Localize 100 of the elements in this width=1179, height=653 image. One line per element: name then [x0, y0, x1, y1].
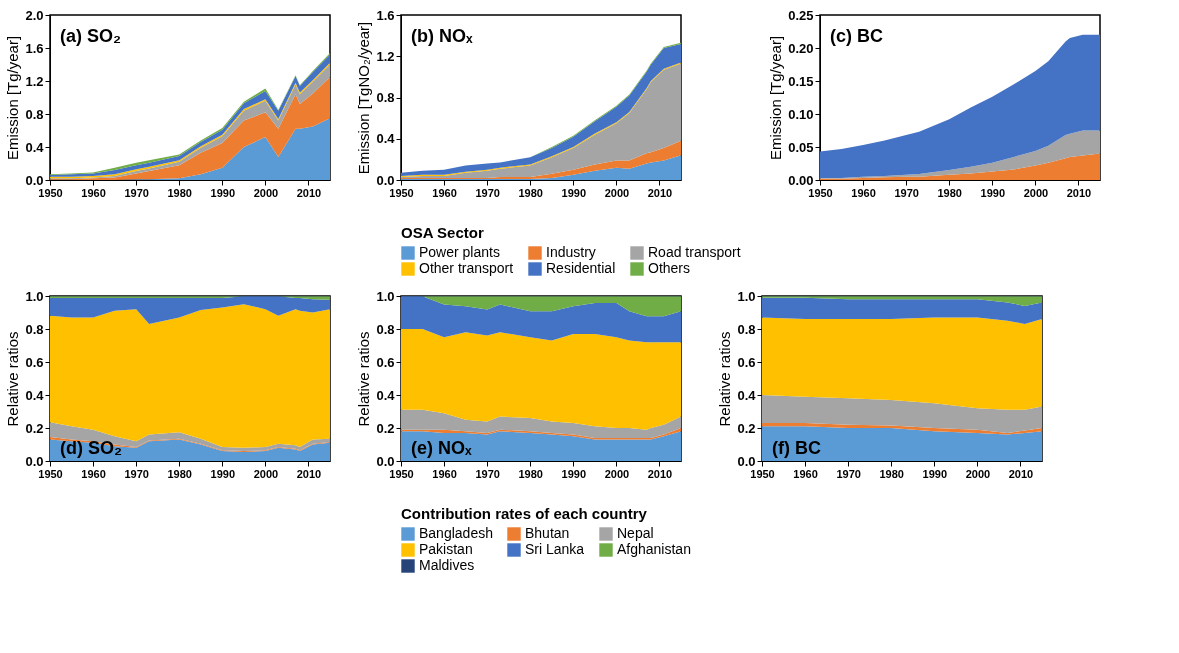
y-axis-title: Relative ratios [4, 331, 22, 427]
x-tick-label: 2000 [965, 467, 991, 480]
x-tick-label: 2000 [253, 467, 279, 480]
y-tick-label: 0.8 [376, 321, 395, 337]
y-tick-label: 0.6 [737, 354, 756, 370]
x-tick-label: 1990 [210, 467, 236, 480]
x-tick-label: 1990 [561, 186, 587, 199]
x-tick-label: 1960 [81, 186, 106, 199]
y-tick-label: 0.0 [376, 453, 395, 469]
x-tick-label: 1960 [81, 467, 106, 480]
y-tick-label: 0.0 [25, 453, 44, 469]
y-tick-label: 0.0 [376, 172, 395, 188]
legend-label: Others [648, 260, 691, 276]
x-tick-label: 1970 [475, 186, 500, 199]
x-tick-label: 2010 [296, 186, 322, 199]
legend-label: Road transport [648, 244, 741, 260]
legend-title: Contribution rates of each country [401, 505, 648, 522]
y-tick-label: 0.2 [737, 420, 756, 436]
x-tick-label: 2000 [604, 186, 630, 199]
legend-label: Industry [546, 244, 596, 260]
y-axis-title: Relative ratios [716, 331, 734, 427]
x-tick-label: 1980 [937, 186, 962, 199]
annotation: (c) BC [830, 26, 883, 46]
y-tick-label: 0.4 [376, 387, 396, 403]
y-tick-label: 0.2 [25, 420, 44, 436]
x-tick-label: 1990 [561, 467, 587, 480]
y-tick-label: 0.4 [376, 131, 396, 147]
y-tick-label: 0.10 [788, 106, 814, 122]
y-tick-label: 0.4 [25, 139, 45, 155]
x-tick-label: 2000 [604, 467, 630, 480]
x-tick-label: 2010 [647, 467, 673, 480]
y-axis-title: Emission [TgNO₂/year] [355, 21, 373, 175]
x-tick-label: 1960 [432, 186, 457, 199]
y-tick-label: 0.15 [788, 73, 814, 89]
x-tick-label: 1990 [980, 186, 1006, 199]
legend-label: Bangladesh [419, 525, 493, 541]
legend-label: Pakistan [419, 541, 473, 557]
annotation: (e) NOₓ [411, 438, 472, 458]
x-tick-label: 1950 [38, 467, 63, 480]
x-tick-label: 2010 [296, 467, 322, 480]
legend-title: OSA Sector [401, 224, 484, 241]
legend-label: Power plants [419, 244, 500, 260]
y-tick-label: 0.00 [788, 172, 814, 188]
y-axis-title: Emission [Tg/year] [4, 35, 22, 161]
x-tick-label: 1980 [879, 467, 904, 480]
x-tick-label: 1990 [922, 467, 948, 480]
legend-label: Other transport [419, 260, 514, 276]
legend-label: Maldives [419, 557, 475, 573]
y-tick-label: 0.0 [25, 172, 44, 188]
y-tick-label: 0.0 [737, 453, 756, 469]
x-tick-label: 2010 [1066, 186, 1092, 199]
y-axis-title: Relative ratios [355, 331, 373, 427]
y-axis-title: Emission [Tg/year] [767, 35, 785, 161]
legend-label: Residential [546, 260, 616, 276]
y-tick-label: 1.0 [25, 288, 44, 304]
x-tick-label: 2000 [253, 186, 279, 199]
x-tick-label: 2010 [647, 186, 673, 199]
x-tick-label: 1970 [124, 467, 149, 480]
y-tick-label: 0.8 [25, 321, 44, 337]
annotation: (b) NOₓ [411, 26, 473, 46]
x-tick-label: 1980 [167, 186, 192, 199]
y-tick-label: 0.2 [376, 420, 395, 436]
x-tick-label: 1980 [518, 186, 543, 199]
legend-label: Sri Lanka [525, 541, 585, 557]
x-tick-label: 1970 [836, 467, 861, 480]
annotation: (d) SO₂ [60, 438, 122, 458]
x-tick-label: 1990 [210, 186, 236, 199]
y-tick-label: 0.4 [25, 387, 45, 403]
y-tick-label: 1.0 [376, 288, 395, 304]
x-tick-label: 1970 [124, 186, 149, 199]
x-tick-label: 1950 [750, 467, 775, 480]
x-tick-label: 1970 [894, 186, 919, 199]
y-tick-label: 0.05 [788, 139, 814, 155]
x-tick-label: 1950 [38, 186, 63, 199]
x-tick-label: 1950 [808, 186, 833, 199]
x-tick-label: 1950 [389, 467, 414, 480]
x-tick-label: 2010 [1008, 467, 1034, 480]
x-tick-label: 1970 [475, 467, 500, 480]
y-tick-label: 0.4 [737, 387, 757, 403]
y-tick-label: 1.2 [376, 48, 395, 64]
legend-label: Bhutan [525, 525, 570, 541]
legend-label: Nepal [617, 525, 654, 541]
y-tick-label: 1.6 [376, 7, 395, 23]
y-tick-label: 0.6 [376, 354, 395, 370]
y-tick-label: 0.8 [376, 90, 395, 105]
y-tick-label: 1.6 [25, 40, 44, 56]
annotation: (a) SO₂ [60, 26, 122, 46]
y-tick-label: 2.0 [25, 7, 44, 23]
x-tick-label: 1980 [518, 467, 543, 480]
x-tick-label: 1950 [389, 186, 414, 199]
y-tick-label: 0.20 [788, 40, 814, 56]
legend-label: Afghanistan [617, 541, 691, 557]
x-tick-label: 2000 [1023, 186, 1049, 199]
y-tick-label: 0.25 [788, 7, 814, 23]
y-tick-label: 1.2 [25, 73, 44, 89]
x-tick-label: 1980 [167, 467, 192, 480]
y-tick-label: 0.8 [737, 321, 756, 337]
x-tick-label: 1960 [851, 186, 876, 199]
y-tick-label: 0.6 [25, 354, 44, 370]
y-tick-label: 1.0 [737, 288, 756, 304]
